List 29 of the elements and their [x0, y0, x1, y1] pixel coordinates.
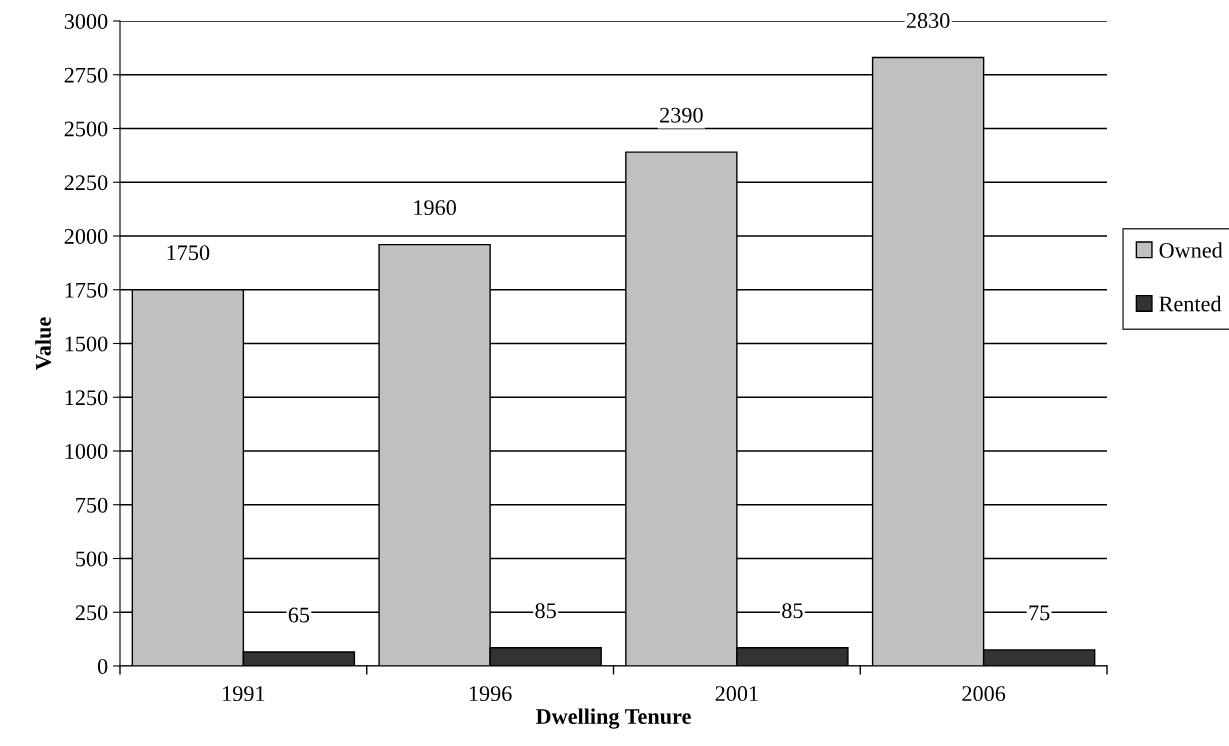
data-label: 1960 [414, 200, 456, 216]
y-tick-label: 2750 [64, 67, 108, 83]
data-label: 2830 [906, 13, 950, 29]
y-tick-label: 500 [76, 551, 108, 567]
x-tick-label: 2006 [962, 686, 1006, 702]
y-tick-label: 1500 [65, 336, 108, 352]
x-axis-title: Dwelling Tenure [535, 708, 691, 729]
data-label: 85 [535, 603, 556, 619]
y-tick-label: 1000 [65, 443, 108, 459]
y-tick-label: 2000 [64, 228, 108, 244]
data-label: 85 [782, 603, 803, 619]
x-tick-label: 1991 [223, 686, 265, 702]
y-tick-label: 2250 [64, 175, 108, 191]
y-tick-label: 2500 [64, 121, 108, 137]
x-tick-label: 1996 [469, 686, 512, 702]
legend-label: Owned [1159, 242, 1223, 258]
legend-label: Rented [1159, 295, 1222, 312]
y-tick-label: 3000 [64, 13, 108, 29]
y-tick-label: 750 [76, 497, 108, 513]
x-tick-label: 2001 [715, 686, 758, 702]
y-tick-label: 1750 [65, 282, 108, 298]
y-axis-title: Value [35, 317, 52, 371]
y-tick-label: 250 [75, 605, 108, 621]
data-label: 2390 [660, 107, 703, 123]
data-label: 75 [1029, 605, 1050, 621]
y-tick-label: 0 [97, 658, 108, 674]
data-label: 1750 [167, 245, 210, 261]
y-tick-label: 1250 [65, 390, 108, 406]
data-label: 65 [288, 607, 310, 623]
